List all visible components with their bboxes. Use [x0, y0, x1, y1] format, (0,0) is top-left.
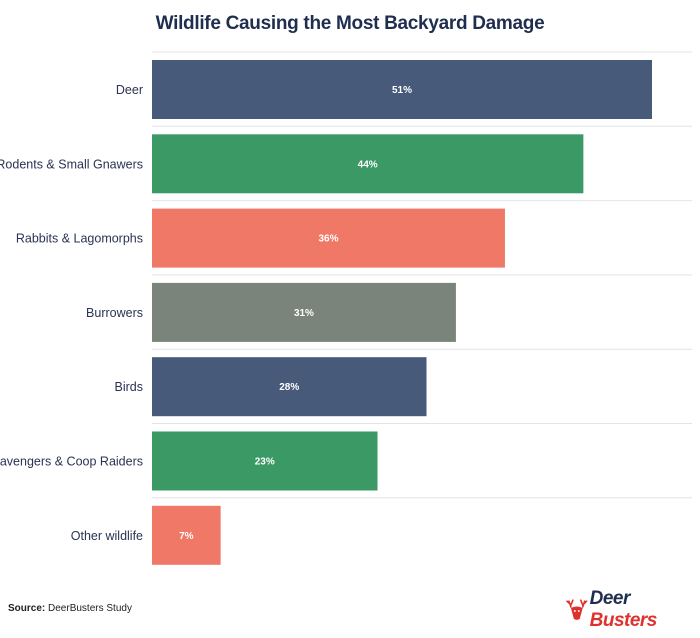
source-text: DeerBusters Study: [45, 603, 132, 614]
category-label: Birds: [115, 380, 143, 394]
logo-word-deer: Deer: [589, 588, 631, 609]
source-note: Source: DeerBusters Study: [8, 603, 132, 614]
value-label: 28%: [279, 382, 299, 393]
deer-head-icon: [566, 599, 588, 620]
logo-word-busters: Busters: [589, 610, 658, 631]
value-label: 51%: [392, 85, 412, 96]
category-label: Rodents & Small Gnawers: [0, 157, 143, 171]
value-label: 23%: [255, 457, 275, 468]
value-label: 36%: [318, 234, 338, 245]
bar-2: [152, 208, 505, 268]
category-label: Scavengers & Coop Raiders: [0, 455, 143, 469]
bar-5: [152, 431, 378, 491]
source-label: Source:: [8, 603, 46, 614]
category-label: Deer: [116, 83, 143, 97]
deerbusters-logo: Deer Busters: [566, 588, 700, 631]
bar-4: [152, 357, 427, 417]
value-label: 31%: [294, 308, 314, 319]
category-label: Rabbits & Lagomorphs: [16, 232, 143, 246]
category-label: Burrowers: [86, 306, 143, 320]
bar-0: [152, 60, 652, 119]
bar-chart: 51% Deer 44% Rodents & Small Gnawers 36% Rabb…: [0, 51, 692, 565]
value-label: 44%: [358, 159, 378, 170]
bar-3: [152, 282, 456, 342]
bar-6: [152, 505, 221, 565]
category-label: Other wildlife: [71, 529, 143, 543]
value-label: 7%: [179, 531, 194, 542]
bar-1: [152, 134, 584, 194]
chart-title: Wildlife Causing the Most Backyard Damag…: [155, 13, 545, 34]
